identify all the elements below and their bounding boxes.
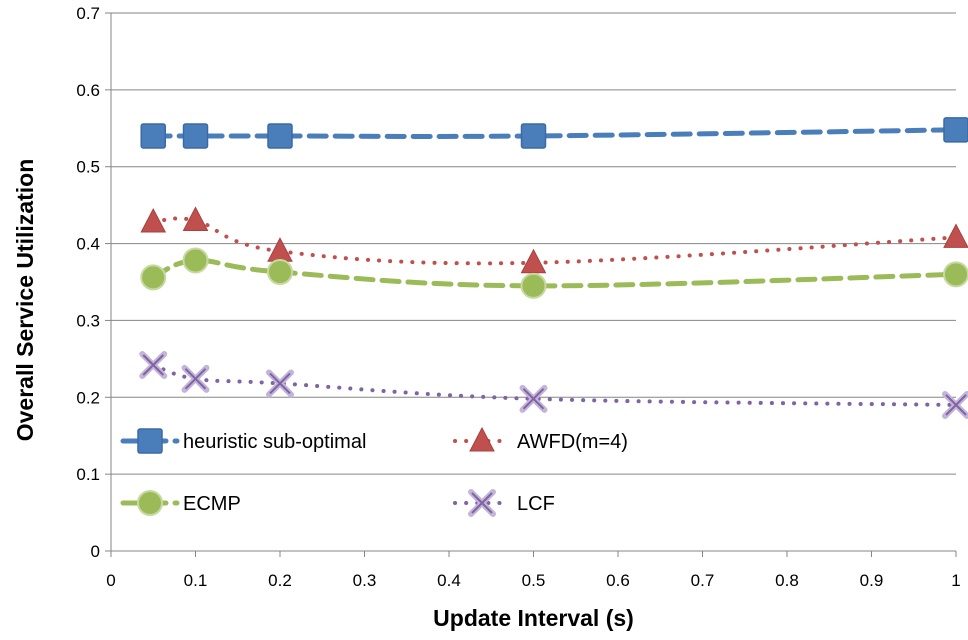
data-point-awfd-m-4 [140, 207, 167, 233]
data-point-awfd-m-4 [943, 223, 968, 248]
legend-label: ECMP [183, 493, 241, 515]
y-axis-title: Overall Service Utilization [12, 159, 38, 442]
data-point-lcf [266, 369, 294, 398]
x-marker-stroke [142, 354, 164, 376]
data-point-lcf [139, 351, 168, 380]
x-tick-label: 0.5 [522, 571, 546, 590]
legend-marker [469, 426, 495, 452]
legend-item-ecmp: ECMP [120, 490, 241, 516]
y-tick-label: 0.1 [76, 465, 100, 484]
y-tick-label: 0.4 [76, 235, 100, 254]
x-tick-label: 0.4 [437, 571, 461, 590]
y-tick-label: 0.2 [76, 388, 100, 407]
legend-label: heuristic sub-optimal [183, 431, 366, 453]
data-point-awfd-m-4 [182, 206, 209, 232]
x-marker-stroke [945, 394, 967, 416]
legend-marker [137, 490, 163, 516]
x-tick-label: 0.3 [353, 571, 377, 590]
legend-item-lcf: LCF [453, 489, 555, 517]
gridlines [111, 12, 956, 475]
data-point-lcf [181, 364, 210, 393]
x-marker-stroke [471, 492, 493, 514]
data-point-ecmp [943, 261, 968, 288]
data-point-ecmp [267, 259, 293, 286]
legend-marker [468, 489, 496, 517]
data-point-ecmp [140, 264, 167, 291]
axes [105, 12, 957, 557]
y-tick-label: 0.7 [76, 4, 100, 23]
x-marker-stroke [184, 368, 207, 390]
y-tick-label: 0 [91, 542, 100, 561]
y-tick-label: 0.6 [76, 81, 100, 100]
x-marker-stroke [269, 372, 291, 395]
x-tick-label: 1 [951, 571, 960, 590]
data-point-lcf [942, 390, 968, 419]
y-tick-labels: 0 0.1 0.2 0.3 0.4 0.5 0.6 0.7 [76, 4, 100, 561]
x-tick-label: 0.7 [691, 571, 715, 590]
data-point-awfd-m-4 [520, 248, 547, 274]
x-marker-stroke [522, 388, 545, 410]
series-line-lcf [151, 363, 958, 407]
x-tick-label: 0.9 [860, 571, 884, 590]
legend-label: LCF [517, 493, 555, 515]
data-point-awfd-m-4 [267, 237, 293, 262]
data-point-heuristic-sub-optimal [943, 117, 968, 143]
legend-marker [137, 428, 163, 454]
legend: heuristic sub-optimal AWFD(m=4) ECMP LCF [120, 426, 628, 517]
legend-item-heuristic-sub-optimal: heuristic sub-optimal [120, 428, 366, 454]
x-tick-label: 0.2 [268, 571, 292, 590]
x-axis-title: Update Interval (s) [433, 605, 634, 631]
data-point-ecmp [520, 272, 547, 299]
y-tick-label: 0.5 [76, 158, 100, 177]
data-point-heuristic-sub-optimal [140, 123, 166, 149]
x-tick-labels: 0 0.1 0.2 0.3 0.4 0.5 0.6 0.7 0.8 0.9 1 [106, 571, 960, 590]
legend-item-awfd-m-4: AWFD(m=4) [453, 426, 628, 453]
x-tick-label: 0.8 [775, 571, 799, 590]
legend-label: AWFD(m=4) [517, 431, 628, 453]
data-point-heuristic-sub-optimal [182, 123, 209, 149]
data-series [139, 117, 968, 419]
data-point-ecmp [182, 247, 209, 274]
series-line-ecmp [150, 257, 959, 289]
x-tick-label: 0.6 [606, 571, 630, 590]
y-tick-label: 0.3 [76, 311, 100, 330]
data-point-heuristic-sub-optimal [267, 123, 293, 149]
x-tick-label: 0 [106, 571, 115, 590]
data-point-heuristic-sub-optimal [520, 123, 547, 149]
data-point-lcf [519, 384, 548, 413]
x-tick-label: 0.1 [184, 571, 208, 590]
